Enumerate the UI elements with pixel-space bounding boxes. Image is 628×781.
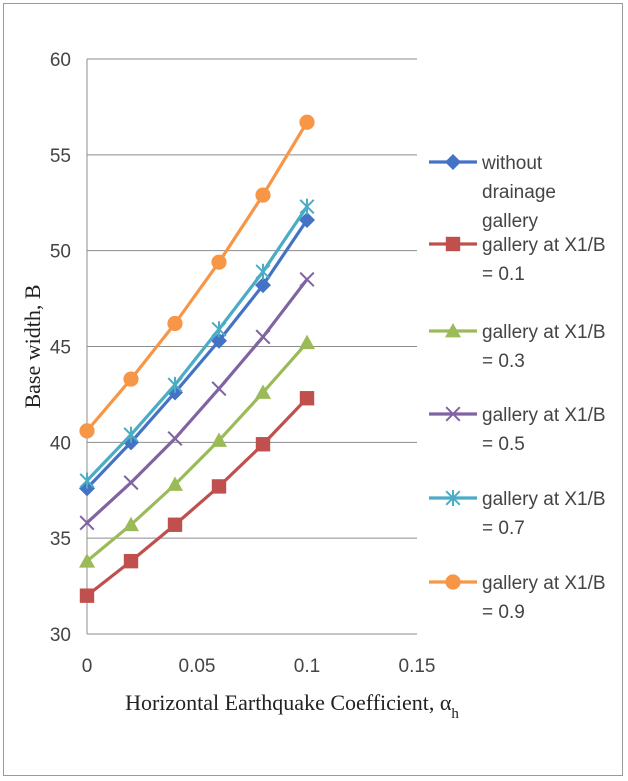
data-point-x	[123, 475, 139, 491]
legend-label: gallery at X1/B	[482, 573, 606, 594]
series-line	[85, 121, 309, 432]
line-chart: 30 35 40 45 50 55 60 0 0.05 0.1 0.15 without draina…	[20, 50, 606, 722]
legend-label: = 0.7	[482, 518, 525, 539]
y-tick-label: 30	[50, 625, 71, 646]
data-point-diamond	[445, 154, 461, 170]
data-point-triangle	[79, 553, 95, 568]
y-tick-label: 60	[50, 50, 71, 71]
data-point-triangle	[167, 476, 183, 491]
legend-label: = 0.5	[482, 434, 525, 455]
data-point-star	[167, 376, 183, 393]
x-tick-label: 0.1	[294, 656, 320, 677]
legend-label: gallery at X1/B	[482, 489, 606, 510]
legend-entry-5: gallery at X1/B = 0.9	[429, 573, 606, 623]
data-point-circle	[299, 114, 315, 130]
series-4	[79, 198, 315, 489]
data-point-square	[167, 517, 183, 532]
chart-frame: 30 35 40 45 50 55 60 0 0.05 0.1 0.15 without draina…	[3, 3, 623, 776]
legend-label: gallery at X1/B	[482, 322, 606, 343]
legend-entry-3: gallery at X1/B = 0.5	[429, 405, 606, 455]
legend-label: gallery	[482, 211, 538, 232]
legend-entry-2: gallery at X1/B = 0.3	[429, 322, 606, 372]
data-point-star	[211, 321, 227, 338]
data-point-circle	[167, 315, 183, 332]
data-point-x	[211, 381, 227, 397]
legend-label: = 0.1	[482, 264, 525, 285]
data-point-circle	[79, 423, 95, 439]
legend-label: = 0.9	[482, 602, 525, 623]
series-1	[79, 391, 315, 603]
series-line	[85, 219, 309, 490]
data-point-star	[79, 472, 95, 489]
legend-label: = 0.3	[482, 351, 525, 372]
data-point-square	[211, 479, 227, 494]
x-tick-label: 0.15	[399, 656, 436, 677]
series-line	[86, 397, 309, 597]
data-point-triangle	[299, 334, 315, 350]
data-point-star	[123, 426, 139, 443]
data-point-x	[167, 430, 183, 447]
data-point-x	[299, 271, 315, 287]
data-point-square	[123, 553, 139, 569]
data-point-x	[255, 329, 271, 345]
series-3	[79, 271, 315, 531]
data-point-star	[445, 490, 461, 506]
data-point-circle	[211, 254, 227, 270]
data-point-star	[299, 198, 315, 215]
legend-entry-1: gallery at X1/B = 0.1	[429, 235, 606, 285]
data-point-triangle	[123, 516, 139, 532]
data-point-square	[255, 437, 271, 452]
y-tick-label: 40	[50, 433, 71, 454]
y-tick-label: 50	[50, 242, 71, 263]
data-point-square	[445, 236, 461, 252]
data-point-circle	[445, 574, 461, 590]
data-point-x	[445, 406, 461, 422]
y-axis-title: Base width, B	[20, 284, 45, 408]
legend-entry-4: gallery at X1/B = 0.7	[429, 489, 606, 539]
x-axis-title-subscript: h	[451, 706, 459, 722]
legend-label: drainage	[482, 182, 556, 203]
data-point-x	[79, 515, 95, 531]
series-line	[85, 278, 309, 525]
legend-label: gallery at X1/B	[482, 235, 606, 256]
data-point-diamond	[299, 212, 315, 228]
series-5	[79, 114, 315, 439]
legend-entry-0: without drainage gallery	[429, 153, 556, 232]
gridlines	[87, 58, 417, 539]
axes	[86, 59, 417, 635]
tick-labels: 30 35 40 45 50 55 60 0 0.05 0.1 0.15	[50, 50, 436, 677]
data-point-square	[79, 588, 95, 603]
y-tick-label: 55	[50, 146, 71, 167]
legend-label: gallery at X1/B	[482, 405, 606, 426]
data-point-circle	[255, 187, 271, 203]
legend: without drainage gallery gallery at X1/B = 0…	[429, 153, 606, 623]
data-point-triangle	[255, 384, 271, 399]
legend-label: without	[481, 153, 543, 174]
x-tick-label: 0.05	[179, 656, 216, 677]
series-line	[85, 205, 309, 482]
series-group	[79, 114, 315, 603]
x-axis-title: Horizontal Earthquake Coefficient, αh	[125, 690, 459, 722]
y-tick-label: 45	[50, 338, 71, 359]
data-point-triangle	[445, 323, 461, 338]
data-point-triangle	[211, 432, 227, 447]
data-point-star	[255, 263, 271, 280]
x-tick-label: 0	[82, 656, 93, 677]
y-tick-label: 35	[50, 529, 71, 550]
series-2	[79, 334, 315, 568]
data-point-circle	[123, 371, 139, 387]
data-point-diamond	[255, 277, 271, 294]
data-point-square	[299, 391, 315, 406]
